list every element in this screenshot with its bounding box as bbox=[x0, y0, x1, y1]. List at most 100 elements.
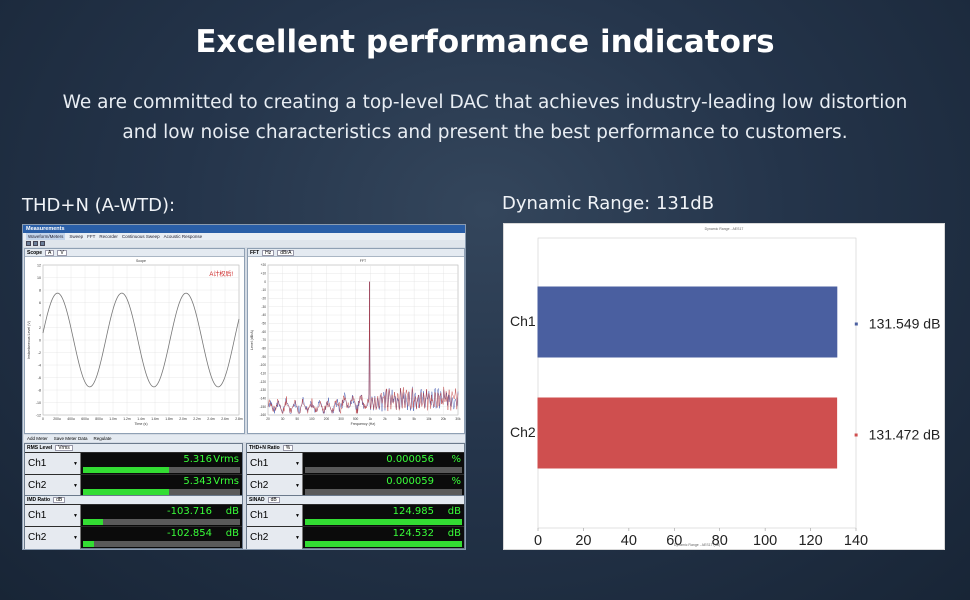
add-meter-button[interactable]: Add Meter bbox=[27, 436, 48, 441]
fft-x-tick-label: 10k bbox=[426, 417, 432, 421]
meter-unit: dB bbox=[225, 528, 239, 539]
meter-value: 124.985 bbox=[392, 506, 434, 517]
meter-unit: % bbox=[451, 454, 461, 465]
x-tick-label: 80 bbox=[712, 533, 728, 549]
meter-unit-select[interactable]: dB bbox=[53, 496, 66, 503]
scope-x-tick-label: 1.0m bbox=[109, 417, 117, 421]
fft-y-tick-label: -60 bbox=[261, 330, 266, 334]
toolbar-run-icon[interactable] bbox=[26, 241, 31, 246]
fft-x-tick-label: 20 bbox=[266, 417, 270, 421]
dropdown-arrow-icon: ▼ bbox=[295, 461, 300, 467]
fft-y-tick-label: -110 bbox=[260, 372, 266, 376]
dynamic-range-section-label: Dynamic Range: 131dB bbox=[502, 193, 715, 214]
meter-thdn-ratio: THD+N Ratio% Ch1 ▼ 0.000056 % Ch2 ▼ 0.0000… bbox=[246, 443, 465, 497]
meter-value: 124.532 bbox=[392, 528, 434, 539]
regulate-button[interactable]: Regulate bbox=[93, 436, 112, 441]
scope-unit-select[interactable]: V bbox=[57, 249, 67, 256]
channel-label[interactable]: Ch2 ▼ bbox=[25, 475, 81, 497]
app-menubar: Waveform/Meters Sweep FFT Recorder Conti… bbox=[23, 233, 465, 240]
meter-unit: dB bbox=[225, 506, 239, 517]
scope-y-tick-label: 6 bbox=[39, 301, 41, 305]
meter-title: IMD Ratio bbox=[27, 497, 51, 503]
scope-panel-header: Scope A V bbox=[25, 249, 244, 257]
dropdown-arrow-icon: ▼ bbox=[73, 513, 78, 519]
subtitle-line-1: We are committed to creating a top-level… bbox=[62, 92, 908, 113]
fft-plot: FFT +20 +10 0 -10 -20 -30 -40 -50 -60 -70 -80 -90 -10… bbox=[250, 259, 461, 426]
meter-unit-select[interactable]: dB bbox=[267, 496, 280, 503]
scope-y-tick-label: -12 bbox=[36, 413, 41, 417]
chart-title: Dynamic Range - AES17 bbox=[705, 227, 744, 231]
meter-unit-select[interactable]: Vrms bbox=[55, 444, 73, 451]
meter-unit-select[interactable]: % bbox=[282, 444, 294, 451]
channel-label[interactable]: Ch2 ▼ bbox=[247, 475, 303, 497]
dynamic-range-chart-frame: Dynamic Range - AES17 Ch1 131.549 dB Ch2 131… bbox=[503, 223, 945, 550]
category-label: Ch1 bbox=[510, 313, 536, 329]
thd-section-label: THD+N (A-WTD): bbox=[22, 195, 176, 216]
meter-row-ch1: Ch1 ▼ 5.316 Vrms bbox=[25, 452, 242, 475]
scope-y-tick-label: -10 bbox=[36, 401, 41, 405]
x-tick-label: 100 bbox=[753, 533, 777, 549]
channel-label[interactable]: Ch1 ▼ bbox=[25, 505, 81, 527]
fft-panel-header: FFT Hz dBrA bbox=[248, 249, 464, 257]
channel-label[interactable]: Ch2 ▼ bbox=[247, 527, 303, 549]
scope-x-tick-label: 1.4m bbox=[137, 417, 145, 421]
save-meter-data-button[interactable]: Save Meter Data bbox=[53, 436, 88, 441]
menu-continuous-sweep[interactable]: Continuous Sweep bbox=[121, 234, 160, 239]
meter-bar-fill bbox=[83, 467, 170, 473]
fft-title: FFT bbox=[250, 250, 260, 256]
menu-recorder[interactable]: Recorder bbox=[99, 234, 118, 239]
scope-channel-select[interactable]: A bbox=[45, 249, 55, 256]
channel-label[interactable]: Ch1 ▼ bbox=[247, 453, 303, 475]
toolbar-settings-icon[interactable] bbox=[40, 241, 45, 246]
fft-channel-select[interactable]: Hz bbox=[262, 249, 275, 256]
meter-value: 0.000059 bbox=[386, 476, 434, 487]
menu-fft[interactable]: FFT bbox=[87, 234, 96, 239]
dropdown-arrow-icon: ▼ bbox=[295, 513, 300, 519]
fft-plot-title: FFT bbox=[360, 259, 367, 263]
channel-label[interactable]: Ch1 ▼ bbox=[247, 505, 303, 527]
fft-y-tick-label: 0 bbox=[264, 280, 266, 284]
meter-bar-fill bbox=[83, 541, 94, 547]
menu-acoustic-response[interactable]: Acoustic Response bbox=[163, 234, 203, 239]
meter-bar-track bbox=[305, 467, 462, 473]
meter-row-ch2: Ch2 ▼ 124.532 dB bbox=[247, 526, 464, 549]
fft-x-tick-label: 2k bbox=[383, 417, 387, 421]
fft-x-tick-label: 300 bbox=[338, 417, 344, 421]
meter-value: -102.854 bbox=[167, 528, 212, 539]
dropdown-arrow-icon: ▼ bbox=[295, 483, 300, 489]
meter-title: SINAD bbox=[249, 497, 265, 503]
fft-y-tick-label: -150 bbox=[260, 405, 267, 409]
subtitle: We are committed to creating a top-level… bbox=[60, 88, 910, 148]
scope-y-tick-label: -2 bbox=[38, 351, 41, 355]
meter-bar-track bbox=[83, 489, 240, 495]
x-axis-label: Dynamic Range - AES17 (dB) bbox=[674, 543, 720, 547]
channel-label[interactable]: Ch2 ▼ bbox=[25, 527, 81, 549]
fft-y-tick-label: -100 bbox=[260, 363, 267, 367]
scope-x-tick-label: 1.6m bbox=[151, 417, 159, 421]
scope-y-tick-label: 0 bbox=[39, 338, 41, 342]
meter-title: RMS Level bbox=[27, 445, 53, 451]
menu-sweep[interactable]: Sweep bbox=[69, 234, 84, 239]
channel-label[interactable]: Ch1 ▼ bbox=[25, 453, 81, 475]
x-tick-label: 0 bbox=[534, 533, 542, 549]
scope-x-tick-label: 200u bbox=[53, 417, 61, 421]
scope-y-tick-label: -6 bbox=[38, 376, 41, 380]
fft-x-tick-label: 30k bbox=[455, 417, 461, 421]
fft-x-tick-label: 20k bbox=[441, 417, 447, 421]
scope-y-axis-label: Instantaneous Level (V) bbox=[27, 321, 31, 359]
fft-unit-select[interactable]: dBrA bbox=[277, 249, 295, 256]
fft-y-tick-label: -80 bbox=[261, 347, 266, 351]
fft-x-tick-label: 30 bbox=[281, 417, 285, 421]
fft-x-tick-label: 200 bbox=[324, 417, 330, 421]
legend-marker bbox=[854, 322, 858, 326]
bar-ch2 bbox=[537, 397, 838, 469]
x-tick-label: 40 bbox=[621, 533, 637, 549]
x-tick-label: 20 bbox=[575, 533, 591, 549]
meter-bar-fill bbox=[305, 541, 462, 547]
toolbar-stop-icon[interactable] bbox=[33, 241, 38, 246]
scope-x-tick-label: 400u bbox=[67, 417, 75, 421]
fft-y-tick-label: -140 bbox=[260, 397, 267, 401]
fft-y-tick-label: -50 bbox=[261, 322, 266, 326]
legend-marker bbox=[854, 433, 858, 437]
menu-waveform-meters[interactable]: Waveform/Meters bbox=[26, 233, 66, 240]
